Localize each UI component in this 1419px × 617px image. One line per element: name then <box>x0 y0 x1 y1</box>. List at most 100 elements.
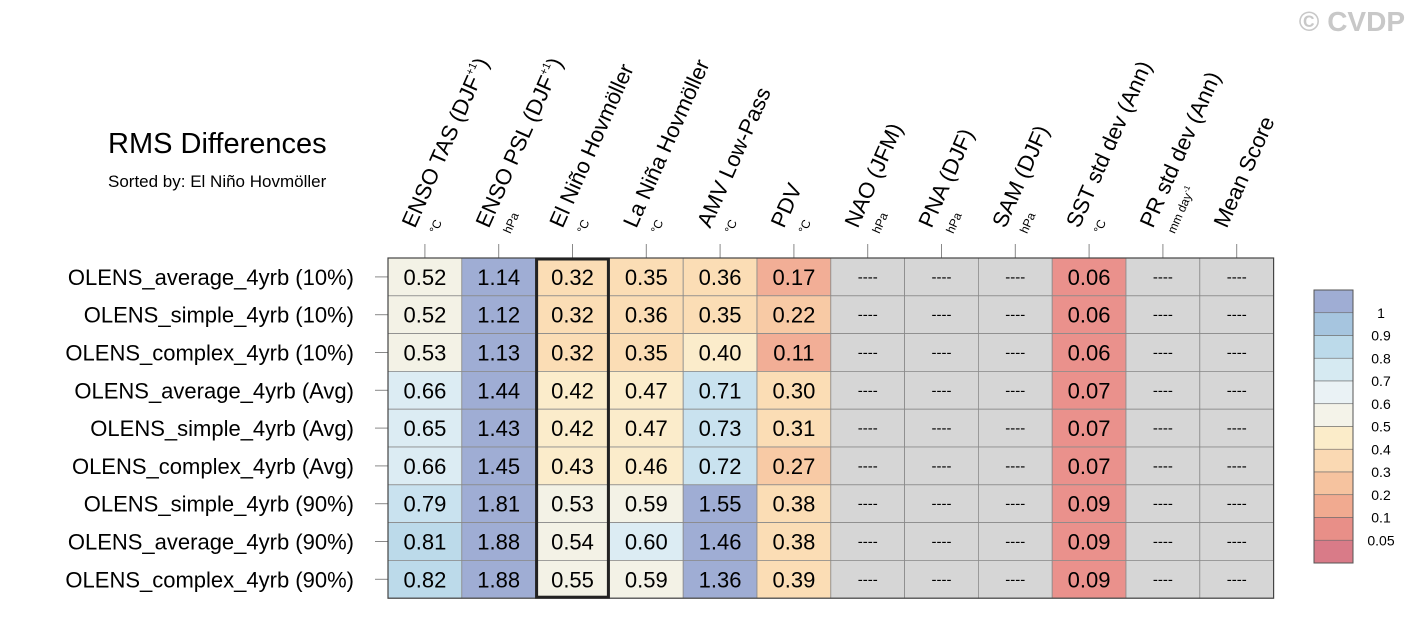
heatmap-cell <box>461 560 536 599</box>
highlight-column-outline <box>535 257 610 599</box>
heatmap-cell <box>1051 370 1127 410</box>
cell-value-label: 1.36 <box>699 567 742 592</box>
heatmap-cell <box>904 333 979 372</box>
colorbar-swatch <box>1313 357 1354 382</box>
cell-value-label: ---- <box>1153 345 1173 362</box>
heatmap-cell <box>830 370 905 410</box>
cell-value-label: 1.55 <box>699 492 742 517</box>
cell-value-label: ---- <box>1005 571 1025 588</box>
cell-value-label: 1.45 <box>477 454 520 479</box>
heatmap-cell <box>461 370 536 410</box>
heatmap-cell <box>461 484 536 523</box>
cell-value-label: ---- <box>858 307 878 324</box>
heatmap-cell <box>978 446 1053 486</box>
heatmap-cell <box>387 446 463 486</box>
cell-value-label: ---- <box>932 420 952 437</box>
cell-value-label: 1.88 <box>477 567 520 592</box>
cell-value-label: ---- <box>858 269 878 286</box>
cell-value-label: ---- <box>1227 571 1247 588</box>
cell-value-label: 0.71 <box>699 378 742 403</box>
chart-subtitle: Sorted by: El Niño Hovmöller <box>108 172 327 191</box>
heatmap-cell <box>1051 484 1127 523</box>
cell-value-label: ---- <box>932 571 952 588</box>
heatmap-border <box>387 257 1275 599</box>
heatmap-cell <box>1051 295 1127 334</box>
heatmap-cell <box>1051 560 1127 599</box>
heatmap-cell <box>1199 295 1275 334</box>
cell-value-label: 1.43 <box>477 416 520 441</box>
heatmap-cell <box>1051 408 1127 448</box>
heatmap-cell <box>461 257 536 297</box>
cell-value-label: 0.46 <box>625 454 668 479</box>
heatmap-cell <box>1199 446 1275 486</box>
cell-value-label: ---- <box>932 534 952 551</box>
cell-value-label: ---- <box>1153 534 1173 551</box>
heatmap-cell <box>682 484 758 523</box>
cell-value-label: ---- <box>1227 345 1247 362</box>
cell-value-label: 0.35 <box>625 265 668 290</box>
colorbar-swatch <box>1313 494 1354 518</box>
column-header: PDV°C <box>766 179 814 235</box>
cell-value-label: ---- <box>1227 534 1247 551</box>
cell-value-label: 0.09 <box>1068 492 1111 517</box>
cell-value-label: 0.07 <box>1068 378 1111 403</box>
heatmap-cell <box>682 560 758 599</box>
heatmap-cell <box>904 446 979 486</box>
heatmap-cell <box>756 522 832 561</box>
cell-value-label: 0.72 <box>699 454 742 479</box>
heatmap-cell <box>609 484 684 523</box>
colorbar-label: 1 <box>1377 305 1385 321</box>
heatmap-cell <box>756 333 832 372</box>
cell-value-label: ---- <box>858 534 878 551</box>
row-labels: OLENS_average_4yrb (10%) OLENS_simple_4yr… <box>65 265 388 592</box>
heatmap-cell <box>756 446 832 486</box>
heatmap-cell <box>978 560 1053 599</box>
cell-value-label: 0.31 <box>772 416 815 441</box>
heatmap-cell <box>1199 484 1275 523</box>
cell-value-label: ---- <box>932 307 952 324</box>
cell-value-label: 1.81 <box>477 492 520 517</box>
cell-value-label: ---- <box>1005 307 1025 324</box>
cell-value-label: 0.60 <box>625 530 668 555</box>
heatmap-cell <box>1051 257 1127 297</box>
column-header: SAM (DJF)hPa <box>987 122 1054 236</box>
column-unit-label: °C <box>648 217 666 235</box>
heatmap-cell <box>535 370 610 410</box>
cell-value-label: ---- <box>932 382 952 399</box>
heatmap-cell <box>682 446 758 486</box>
cell-value-label: 0.22 <box>772 303 815 328</box>
cell-value-label: ---- <box>1005 496 1025 513</box>
heatmap-cell <box>535 333 610 372</box>
cell-value-label: 0.55 <box>551 567 594 592</box>
column-unit-label: hPa <box>500 210 522 235</box>
cell-value-label: ---- <box>1227 496 1247 513</box>
colorbar-swatch <box>1313 539 1354 564</box>
heatmap-cell <box>1125 295 1201 334</box>
colorbar-label: 0.4 <box>1371 441 1391 457</box>
column-unit-label: °C <box>574 217 592 235</box>
heatmap-cell <box>830 295 905 334</box>
cell-value-label: ---- <box>858 345 878 362</box>
colorbar-swatch <box>1313 312 1354 336</box>
cell-value-label: 0.53 <box>551 492 594 517</box>
cell-value-label: 0.06 <box>1068 341 1111 366</box>
heatmap-cell <box>904 408 979 448</box>
cell-value-label: 0.36 <box>699 265 742 290</box>
cell-value-label: 0.54 <box>551 530 594 555</box>
cell-value-label: ---- <box>858 420 878 437</box>
heatmap-cell <box>387 484 463 523</box>
colorbar-label: 0.9 <box>1371 328 1391 344</box>
heatmap-cell <box>682 370 758 410</box>
cell-value-label: ---- <box>1153 382 1173 399</box>
colorbar-label: 0.05 <box>1367 532 1394 548</box>
cell-value-label: 0.53 <box>403 341 446 366</box>
heatmap-cell <box>830 333 905 372</box>
column-unit-label: °C <box>796 217 814 235</box>
cell-value-label: 0.30 <box>772 378 815 403</box>
cell-value-label: ---- <box>1153 307 1173 324</box>
row-label: OLENS_complex_4yrb (Avg) <box>72 454 354 479</box>
colorbar-swatch <box>1313 380 1354 405</box>
column-label: Mean Score <box>1208 112 1279 231</box>
colorbar-swatch <box>1313 335 1354 359</box>
heatmap-cell <box>756 370 832 410</box>
